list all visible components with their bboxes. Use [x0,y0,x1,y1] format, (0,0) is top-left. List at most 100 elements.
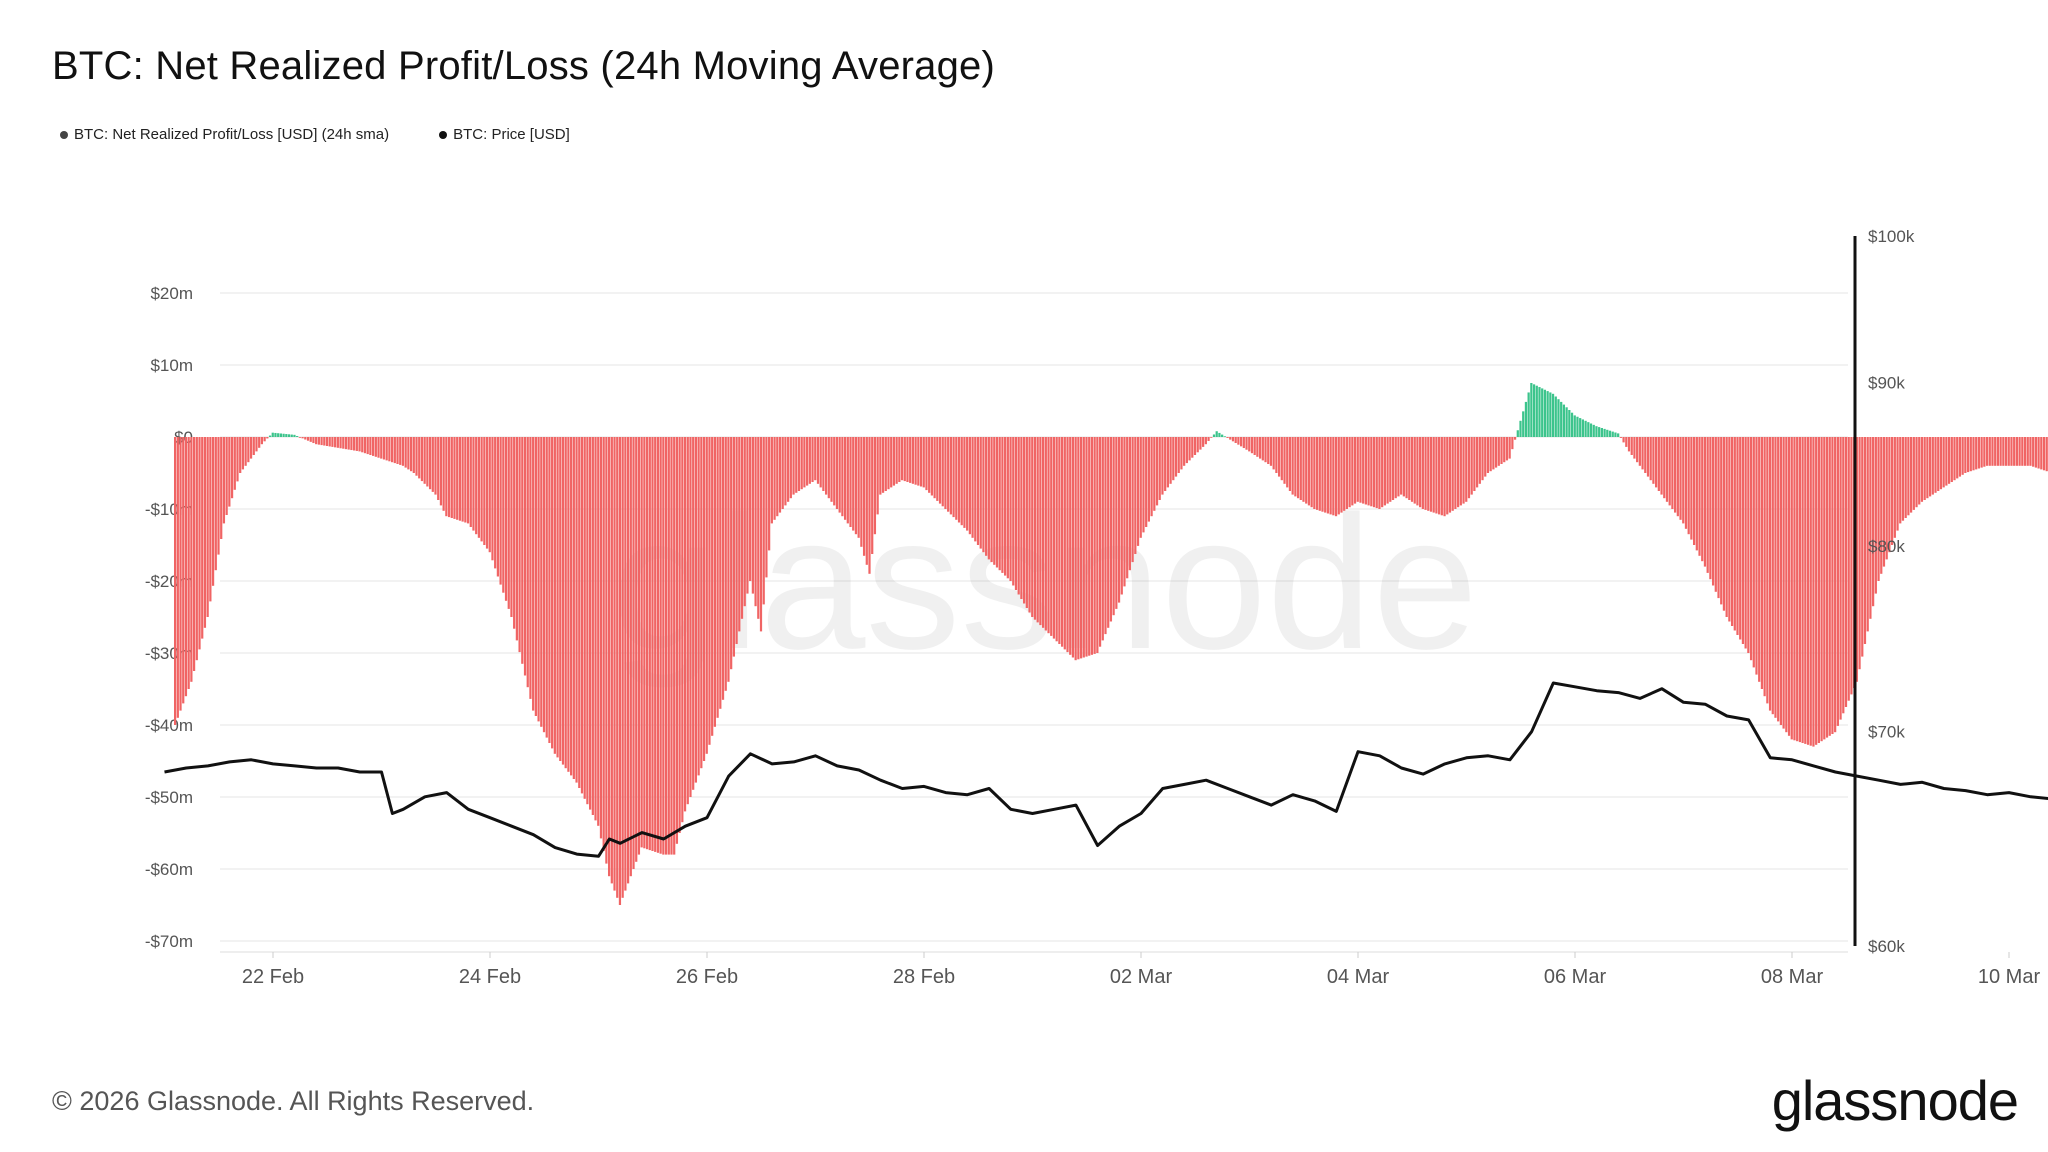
pl-bar [2023,437,2027,466]
pl-bar [876,437,879,515]
pl-bar [1535,385,1538,437]
pl-bar [1568,410,1571,437]
pl-bar [510,437,513,617]
pl-bar [1258,437,1262,459]
pl-bar [966,437,969,531]
pl-bar [428,437,432,490]
pl-bar [1383,437,1386,506]
pl-bar [1763,437,1766,697]
pl-bar [822,437,825,491]
pl-bar [222,437,226,524]
pl-bar [1142,437,1145,533]
right-tick-label: $100k [1868,227,1915,246]
pl-bar [1071,437,1075,658]
pl-bar [447,437,451,518]
pl-bar [1872,437,1875,607]
pl-bar [998,437,1001,571]
pl-bar [770,437,773,524]
pl-bar [1467,437,1471,499]
x-tick-label: 24 Feb [459,966,521,988]
pl-bar [309,437,312,442]
pl-bar [504,437,508,601]
pl-bar [871,437,874,554]
pl-bar [507,437,510,609]
pl-bar [1774,437,1777,718]
pl-bar [1481,437,1484,481]
pl-bar [1806,437,1810,745]
pl-bar [1923,437,1926,500]
pl-bar [1315,437,1319,510]
pl-bar [651,437,654,851]
pl-bar [1427,437,1430,511]
pl-bar [1158,437,1161,500]
pl-bar [789,437,792,499]
pl-bar [1633,437,1636,459]
pl-bar [1956,437,1959,479]
pl-bar [1329,437,1332,515]
pl-bar [838,437,841,513]
pl-bar [1459,437,1462,506]
pl-bar [268,435,272,437]
pl-bar [553,437,556,754]
pl-bar [955,437,958,520]
pl-bar [1345,437,1349,509]
pl-bar [1809,437,1812,746]
pl-bar [249,437,253,459]
pl-bar [559,437,562,761]
pl-bar [990,437,993,563]
pl-bar [1524,401,1528,437]
pl-bar [1202,437,1205,447]
pl-bar [1994,437,1997,466]
legend-item-price[interactable]: BTC: Price [USD] [439,126,570,143]
pl-bar [1711,437,1715,586]
pl-bar [1237,437,1240,445]
pl-bar [1199,437,1202,450]
pl-bar [667,437,670,855]
pl-bar [1831,437,1834,734]
pl-bar [730,437,733,670]
pl-bar [1470,437,1473,495]
pl-bar [1405,437,1408,499]
pl-bar [344,437,348,450]
pl-bar [1229,437,1232,440]
pl-bar [1934,437,1937,493]
pl-bar [1020,437,1023,599]
legend-item-net-realized-pl[interactable]: BTC: Net Realized Profit/Loss [USD] (24h… [60,126,389,143]
pl-bar [561,437,565,765]
pl-bar [1576,416,1579,437]
pl-bar [1920,437,1924,502]
x-tick-label: 06 Mar [1544,966,1607,988]
pl-bar [1356,437,1359,502]
pl-bar [404,437,407,468]
pl-bar [624,437,627,891]
pl-bar [1736,437,1739,635]
pl-bar [315,437,318,445]
pl-bar [941,437,944,507]
pl-bar [1896,437,1899,531]
pl-bar [1850,437,1853,695]
pl-bar [936,437,939,501]
pl-bar [211,437,215,586]
pl-bar [586,437,589,805]
pl-bar [1139,437,1142,538]
pl-bar [220,437,223,539]
pl-bar [1253,437,1256,455]
pl-bar [1448,437,1452,513]
pl-bar [2007,437,2010,466]
pl-bar [548,437,551,743]
pl-bar [1942,437,1945,488]
pl-bar [922,437,925,488]
pl-bar [1023,437,1026,604]
pl-bar [1126,437,1129,579]
pl-bar [537,437,540,722]
pl-bar [1739,437,1742,640]
pl-bar [491,437,494,561]
pl-bar [1516,430,1519,437]
pl-bar [1655,437,1658,488]
pl-bar [355,437,358,451]
pl-bar [380,437,383,459]
pl-bar [1698,437,1701,556]
right-tick-label: $60k [1868,937,1905,956]
pl-bar [515,437,518,641]
pl-bar [1782,437,1785,729]
